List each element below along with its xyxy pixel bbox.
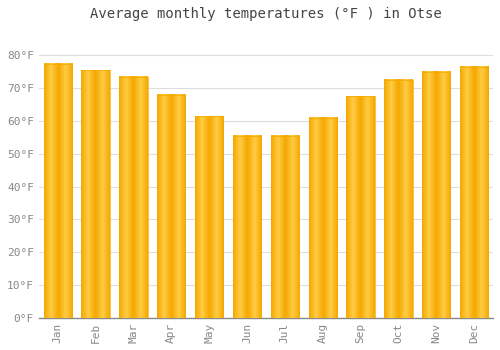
Bar	[44, 64, 72, 318]
Bar	[346, 96, 375, 318]
Bar	[195, 116, 224, 318]
Bar	[460, 67, 488, 318]
Bar	[82, 70, 110, 318]
Bar	[157, 95, 186, 318]
Bar	[384, 80, 412, 318]
Bar	[233, 136, 261, 318]
Bar	[308, 118, 337, 318]
Title: Average monthly temperatures (°F ) in Otse: Average monthly temperatures (°F ) in Ot…	[90, 7, 442, 21]
Bar	[119, 77, 148, 318]
Bar	[422, 72, 450, 318]
Bar	[270, 136, 299, 318]
